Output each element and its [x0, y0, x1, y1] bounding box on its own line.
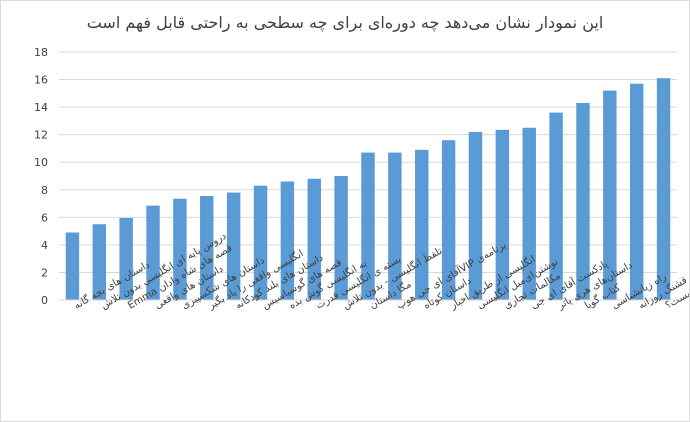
bar: [629, 83, 644, 300]
y-tick-label: 16: [34, 74, 48, 87]
bar: [119, 218, 133, 300]
bar: [656, 78, 671, 300]
bar: [226, 192, 241, 300]
bar: [361, 152, 375, 300]
bar: [280, 181, 295, 300]
bar: [495, 129, 510, 300]
bar: [441, 140, 456, 300]
y-axis-ticks: 0 2 4 6 8 10 12 14 16 18: [34, 46, 48, 307]
y-tick-label: 10: [34, 156, 48, 169]
bar: [146, 205, 160, 300]
bar: [603, 90, 617, 300]
bars: [65, 78, 671, 301]
bar: [65, 232, 80, 300]
y-tick-label: 2: [41, 266, 48, 279]
y-tick-label: 8: [41, 184, 48, 197]
bar: [388, 152, 402, 300]
bar: [334, 176, 348, 300]
y-tick-label: 12: [34, 129, 48, 142]
bar: [173, 198, 187, 300]
bar: [415, 149, 429, 300]
bar: [522, 127, 536, 301]
bar: [253, 185, 268, 300]
y-tick-label: 18: [34, 46, 48, 59]
y-tick-label: 4: [41, 239, 48, 252]
y-tick-label: 14: [34, 101, 48, 114]
bar: [200, 195, 214, 300]
bar: [576, 102, 590, 300]
bar: [468, 131, 483, 300]
bar: [307, 178, 321, 300]
y-tick-label: 0: [41, 294, 48, 307]
y-tick-label: 6: [41, 211, 48, 224]
bar: [549, 112, 563, 300]
chart-title: این نمودار نشان می‌دهد چه دوره‌ای برای چ…: [87, 13, 604, 33]
bar: [92, 224, 107, 300]
